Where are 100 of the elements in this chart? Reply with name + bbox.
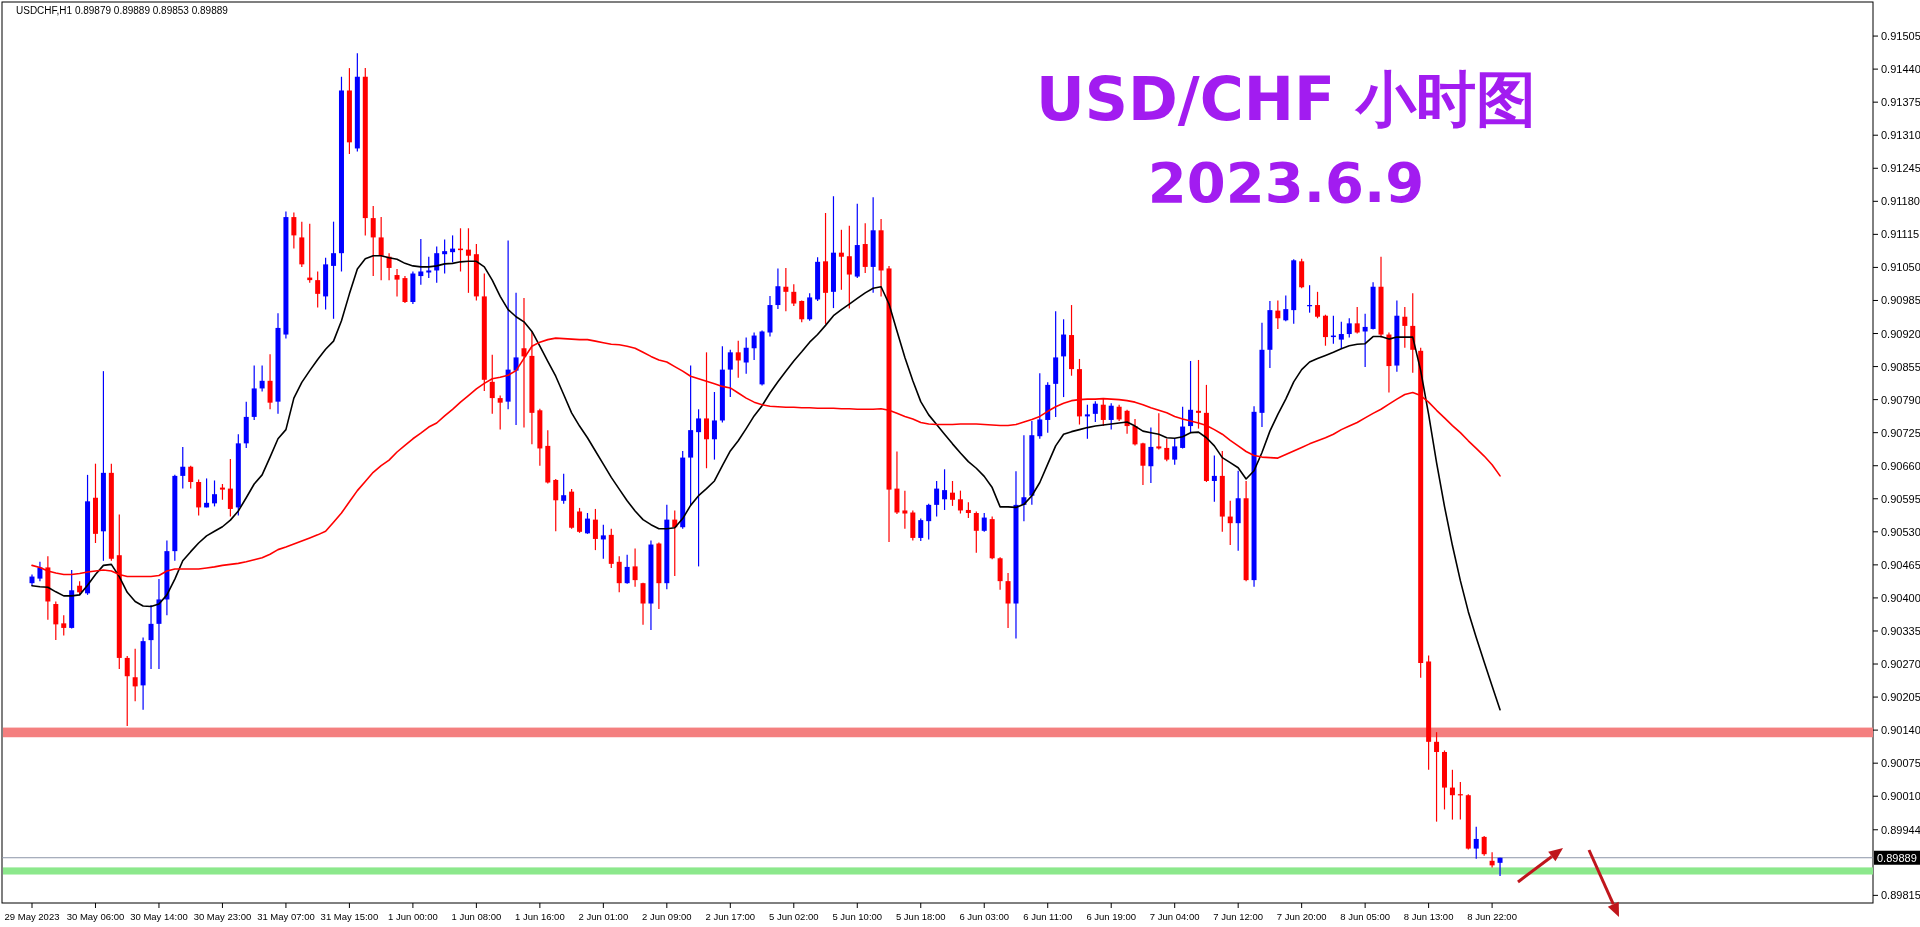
- candlestick: [632, 548, 638, 588]
- candlestick: [1164, 438, 1170, 462]
- y-tick-label: 0.91115: [1881, 228, 1920, 241]
- candlestick: [1172, 438, 1178, 466]
- candlestick: [1434, 731, 1440, 823]
- x-tick-label: 5 Jun 18:00: [895, 911, 946, 922]
- candlestick: [1196, 359, 1201, 430]
- candlestick: [1005, 572, 1011, 629]
- y-tick-label: 0.90595: [1881, 492, 1920, 505]
- candlestick: [1156, 412, 1162, 451]
- y-tick-label: 0.91050: [1881, 261, 1920, 274]
- y-tick-label: 0.90790: [1881, 393, 1920, 406]
- x-tick-label: 29 May 2023: [4, 911, 60, 922]
- candlestick: [751, 331, 757, 361]
- candlestick: [291, 211, 297, 250]
- x-tick-label: 8 Jun 05:00: [1340, 911, 1390, 922]
- x-tick-label: 7 Jun 04:00: [1149, 911, 1200, 922]
- candlestick: [132, 648, 138, 702]
- candlestick: [513, 292, 519, 426]
- candlestick: [957, 490, 963, 515]
- y-tick-label: 0.90465: [1881, 558, 1920, 571]
- x-tick-label: 6 Jun 19:00: [1086, 911, 1137, 922]
- candlestick: [592, 508, 598, 551]
- candlestick: [838, 229, 844, 291]
- x-tick-label: 7 Jun 20:00: [1276, 911, 1327, 922]
- y-tick-label: 0.91310: [1881, 129, 1920, 142]
- candlestick: [997, 556, 1003, 591]
- x-tick-label: 7 Jun 12:00: [1213, 911, 1263, 922]
- candlestick: [584, 512, 590, 535]
- candlestick: [315, 270, 321, 309]
- candlestick: [267, 353, 273, 410]
- x-tick-label: 30 May 23:00: [193, 911, 252, 922]
- candlestick: [259, 364, 265, 393]
- candlestick: [894, 450, 900, 515]
- candlestick: [1148, 426, 1154, 484]
- candlestick: [61, 614, 67, 637]
- candlestick: [973, 510, 979, 554]
- x-tick-label: 30 May 14:00: [130, 911, 188, 922]
- candlestick: [846, 225, 852, 310]
- y-tick-label: 0.90660: [1881, 459, 1920, 472]
- candlestick: [1402, 306, 1408, 349]
- x-tick-label: 2 Jun 01:00: [578, 911, 629, 922]
- y-tick-label: 0.90855: [1881, 360, 1920, 373]
- y-tick-label: 0.90985: [1881, 294, 1920, 307]
- y-tick-label: 0.90010: [1881, 790, 1920, 803]
- candlestick: [696, 408, 702, 567]
- candlestick: [1473, 826, 1479, 860]
- text: 2023.6.9: [1147, 150, 1425, 215]
- candlestick: [934, 480, 940, 518]
- y-tick-label: 0.89944: [1881, 823, 1920, 836]
- x-tick-label: 6 Jun 03:00: [959, 911, 1010, 922]
- candlestick: [624, 554, 630, 585]
- x-tick-label: 1 Jun 00:00: [388, 911, 438, 922]
- candlestick: [489, 354, 495, 415]
- y-tick-label: 0.90270: [1881, 658, 1920, 671]
- candlestick: [465, 227, 471, 294]
- candlestick: [735, 340, 741, 379]
- candlestick: [600, 524, 606, 560]
- candlestick: [1346, 317, 1352, 339]
- candlestick: [188, 465, 194, 490]
- x-tick-label: 2 Jun 09:00: [642, 911, 692, 922]
- x-tick-label: 31 May 15:00: [320, 911, 379, 922]
- candlestick: [227, 458, 233, 518]
- candlestick: [1322, 314, 1328, 347]
- candlestick: [1354, 306, 1360, 335]
- candlestick: [704, 351, 709, 469]
- candlestick: [1481, 835, 1487, 857]
- candlestick: [418, 238, 424, 286]
- x-tick-label: 1 Jun 08:00: [451, 911, 502, 922]
- candlestick: [1084, 404, 1090, 440]
- candlestick: [370, 205, 376, 277]
- y-tick-label: 0.89815: [1881, 889, 1920, 902]
- y-tick-label: 0.90920: [1881, 327, 1920, 340]
- x-tick-label: 5 Jun 10:00: [832, 911, 883, 922]
- candlestick: [331, 221, 337, 320]
- y-tick-label: 0.91375: [1881, 96, 1920, 109]
- y-tick-label: 0.91180: [1881, 195, 1920, 208]
- candlestick: [561, 473, 567, 505]
- candlestick: [775, 267, 781, 310]
- candlestick: [616, 555, 622, 593]
- x-tick-label: 30 May 06:00: [66, 911, 125, 922]
- candlestick: [1338, 321, 1344, 350]
- candlestick: [180, 446, 186, 490]
- candlestick: [799, 299, 805, 323]
- y-tick-label: 0.91245: [1881, 162, 1920, 175]
- candlestick: [1037, 372, 1043, 440]
- y-tick-label: 0.90075: [1881, 757, 1920, 770]
- annotation: USDCHF,H1 0.89879 0.89889 0.89853 0.89889: [16, 5, 229, 16]
- candlestick: [1449, 769, 1455, 821]
- candlestick: [577, 507, 583, 534]
- candlestick: [124, 655, 130, 727]
- candlestick: [37, 561, 43, 582]
- candlestick: [1275, 299, 1281, 330]
- y-tick-label: 0.90530: [1881, 525, 1920, 538]
- candlestick: [212, 479, 218, 507]
- x-tick-label: 8 Jun 22:00: [1467, 911, 1517, 922]
- x-tick-label: 31 May 07:00: [257, 911, 315, 922]
- candlestick: [497, 394, 503, 431]
- candlestick: [1100, 397, 1106, 427]
- candlestick: [1061, 318, 1067, 398]
